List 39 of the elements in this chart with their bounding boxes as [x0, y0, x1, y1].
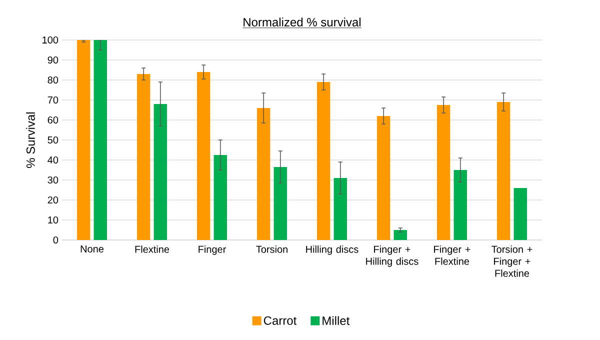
- bar: [317, 82, 330, 240]
- bar: [94, 40, 108, 240]
- y-tick-label: 0: [53, 236, 58, 244]
- legend-label: Millet: [322, 316, 350, 325]
- bar: [137, 74, 150, 240]
- chart-title: Normalized % survival: [244, 18, 361, 26]
- legend-label: Carrot: [264, 316, 297, 325]
- bar: [154, 104, 168, 240]
- bar: [394, 230, 407, 240]
- y-tick-label: 90: [48, 56, 58, 64]
- y-tick-label: 60: [48, 116, 58, 124]
- x-tick-label: Finger + Flextine: [434, 246, 470, 265]
- x-tick-label: Flextine: [135, 246, 170, 253]
- y-tick-label: 40: [48, 156, 58, 164]
- y-tick-label: 70: [48, 96, 58, 104]
- x-tick-label: Torsion + Finger + Flextine: [492, 246, 532, 277]
- x-tick-label: None: [80, 246, 104, 252]
- y-tick-label: 30: [48, 176, 58, 184]
- bar: [436, 104, 450, 240]
- x-tick-label: Torsion: [256, 246, 288, 253]
- bar: [257, 108, 270, 240]
- y-tick-label: 80: [48, 76, 58, 84]
- bar: [514, 188, 527, 240]
- bar: [197, 72, 210, 240]
- y-tick-label: 50: [48, 136, 58, 144]
- bar: [334, 178, 347, 240]
- y-tick-label: 100: [42, 36, 58, 44]
- x-tick-label: Hilling discs: [306, 246, 358, 255]
- bar: [274, 166, 287, 240]
- bar: [214, 154, 228, 240]
- x-tick-label: Finger: [198, 246, 226, 255]
- y-tick-label: 10: [48, 216, 58, 224]
- bar: [496, 102, 510, 240]
- x-tick-label: Finger + Hilling discs: [366, 246, 418, 267]
- bar: [77, 40, 90, 240]
- bar: [376, 116, 390, 240]
- bar: [454, 170, 467, 240]
- y-axis-title: % Survival: [26, 112, 35, 168]
- y-tick-label: 20: [48, 196, 58, 204]
